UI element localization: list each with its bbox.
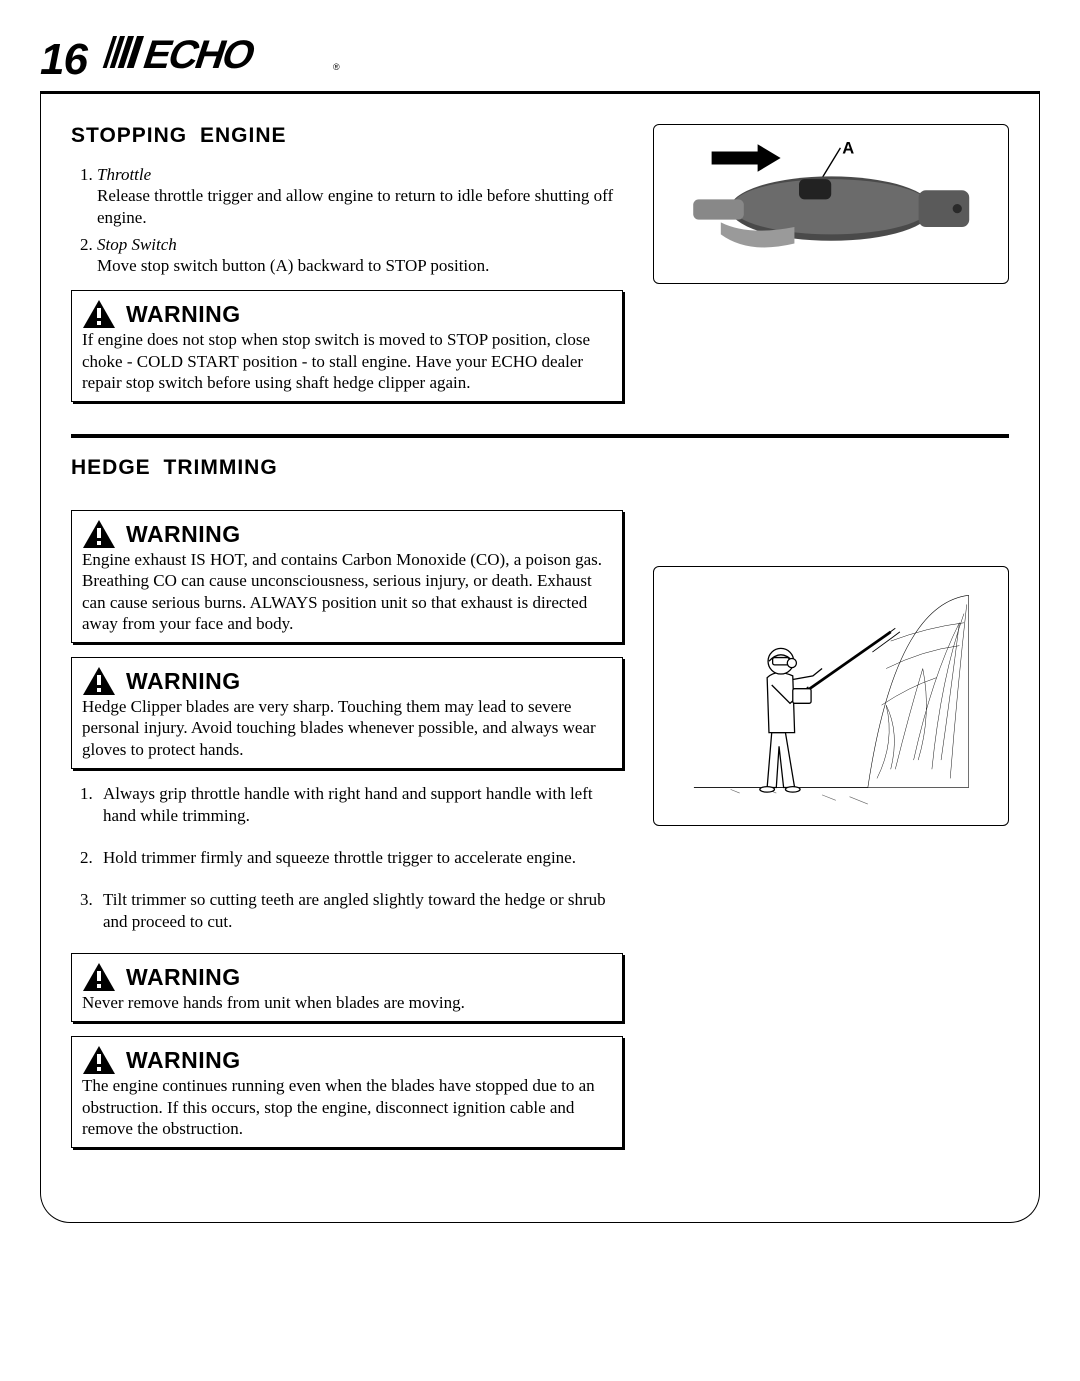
warning-title: WARNING (126, 520, 241, 549)
warning-header: WARNING (82, 666, 612, 696)
step-title: Throttle (97, 165, 151, 184)
warning-header: WARNING (82, 519, 612, 549)
warning-header: WARNING (82, 1045, 612, 1075)
step-body: Hold trimmer firmly and squeeze throttle… (103, 848, 576, 867)
section-divider (71, 434, 1009, 438)
warning-header: WARNING (82, 299, 612, 329)
list-item: Hold trimmer firmly and squeeze throttle… (97, 847, 623, 869)
figure-operator (653, 566, 1009, 826)
figure-stop-switch: A (653, 124, 1009, 284)
page: 16 ECHO ® STOPPING ENGINE (0, 0, 1080, 1263)
stopping-right: A (653, 124, 1009, 416)
page-header: 16 ECHO ® (40, 30, 1040, 85)
warning-icon (82, 299, 116, 329)
step-body: Move stop switch button (A) backward to … (97, 255, 623, 276)
warning-box: WARNING If engine does not stop when sto… (71, 290, 623, 402)
hedge-steps: Always grip throttle handle with right h… (71, 783, 623, 933)
svg-text:ECHO: ECHO (138, 32, 261, 74)
warning-box: WARNING The engine continues running eve… (71, 1036, 623, 1148)
warning-icon (82, 666, 116, 696)
stop-switch-illustration: A (664, 135, 998, 273)
warning-box: WARNING Hedge Clipper blades are very sh… (71, 657, 623, 769)
operator-illustration (664, 577, 998, 815)
stopping-section: STOPPING ENGINE Throttle Release throttl… (71, 124, 1009, 416)
fig-a-label: A (842, 138, 854, 157)
hedge-heading: HEDGE TRIMMING (71, 456, 1009, 480)
warning-text: Engine exhaust IS HOT, and contains Carb… (82, 550, 602, 633)
list-item: Tilt trimmer so cutting teeth are angled… (97, 889, 623, 933)
list-item: Always grip throttle handle with right h… (97, 783, 623, 827)
hedge-section: WARNING Engine exhaust IS HOT, and conta… (71, 496, 1009, 1162)
step-body: Tilt trimmer so cutting teeth are angled… (103, 890, 606, 931)
step-body: Release throttle trigger and allow engin… (97, 185, 623, 228)
stopping-heading: STOPPING ENGINE (71, 124, 623, 148)
warning-text: Never remove hands from unit when blades… (82, 993, 465, 1012)
warning-title: WARNING (126, 1046, 241, 1075)
warning-header: WARNING (82, 962, 612, 992)
stopping-left: STOPPING ENGINE Throttle Release throttl… (71, 124, 623, 416)
list-item: Throttle Release throttle trigger and al… (97, 164, 623, 228)
brand-logo: ECHO ® (95, 30, 355, 74)
step-body: Always grip throttle handle with right h… (103, 784, 593, 825)
warning-icon (82, 519, 116, 549)
warning-box: WARNING Never remove hands from unit whe… (71, 953, 623, 1022)
warning-title: WARNING (126, 300, 241, 329)
content-frame: STOPPING ENGINE Throttle Release throttl… (40, 94, 1040, 1223)
warning-box: WARNING Engine exhaust IS HOT, and conta… (71, 510, 623, 643)
page-number: 16 (40, 35, 87, 85)
warning-text: The engine continues running even when t… (82, 1076, 595, 1138)
hedge-right (653, 496, 1009, 1162)
warning-icon (82, 1045, 116, 1075)
warning-text: If engine does not stop when stop switch… (82, 330, 590, 392)
svg-text:®: ® (333, 62, 340, 72)
hedge-left: WARNING Engine exhaust IS HOT, and conta… (71, 496, 623, 1162)
warning-title: WARNING (126, 667, 241, 696)
warning-title: WARNING (126, 963, 241, 992)
warning-icon (82, 962, 116, 992)
step-title: Stop Switch (97, 235, 177, 254)
list-item: Stop Switch Move stop switch button (A) … (97, 234, 623, 277)
warning-text: Hedge Clipper blades are very sharp. Tou… (82, 697, 596, 759)
stopping-steps: Throttle Release throttle trigger and al… (71, 164, 623, 276)
echo-logo-icon: ECHO ® (95, 30, 355, 74)
